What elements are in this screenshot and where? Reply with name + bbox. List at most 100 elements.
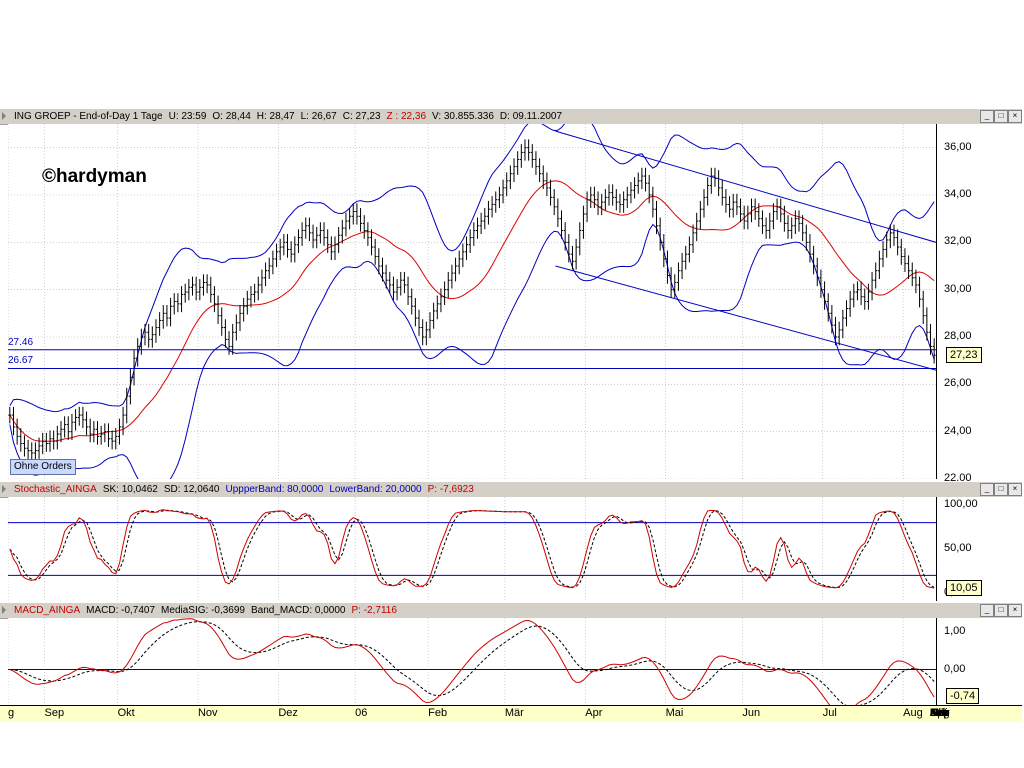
ohlc-bar xyxy=(768,212,772,239)
ohlc-bar xyxy=(560,210,564,239)
ohlc-bar xyxy=(786,215,790,239)
ohlc-bar xyxy=(311,224,315,249)
price-header-item-5: C: 27,23 xyxy=(342,111,381,122)
ohlc-bar xyxy=(169,297,173,327)
ohlc-bar xyxy=(764,217,768,239)
ohlc-bar xyxy=(881,241,885,268)
ohlc-bar xyxy=(468,229,472,253)
stoch-panel-header: Stochastic_AINGA SK: 10,0462 SD: 12,0640 Up… xyxy=(0,481,1022,498)
ohlc-bar xyxy=(165,305,169,327)
ohlc-bar xyxy=(823,281,827,310)
ohlc-bar xyxy=(581,205,585,239)
ohlc-bar xyxy=(519,144,523,168)
ohlc-bar xyxy=(728,196,732,218)
ohlc-bar xyxy=(804,224,808,251)
x-tick-label: Feb xyxy=(930,707,949,719)
ohlc-bar xyxy=(220,307,224,336)
ohlc-bar xyxy=(114,428,118,450)
ohlc-bar xyxy=(808,234,812,263)
macd-header-item-0: MACD_AINGA xyxy=(14,605,81,616)
ohlc-bar xyxy=(340,219,344,244)
ohlc-bar xyxy=(351,203,355,225)
ohlc-bar xyxy=(318,222,322,244)
x-tick-label: Mai xyxy=(665,707,684,719)
ohlc-bar xyxy=(125,387,129,424)
ohlc-bar xyxy=(322,222,326,246)
ohlc-bar xyxy=(249,286,253,308)
ohne-orders-button[interactable]: Ohne Orders xyxy=(10,459,76,475)
ohlc-bar xyxy=(658,217,662,251)
price-tick-label: 36,00 xyxy=(944,140,972,153)
maximize-button[interactable]: □ xyxy=(994,604,1008,617)
ohlc-bar xyxy=(117,418,121,445)
ohlc-bar xyxy=(428,312,432,339)
close-button[interactable]: × xyxy=(1008,110,1022,123)
ohlc-bar xyxy=(413,297,417,327)
ohlc-bar xyxy=(150,326,154,348)
macd-signal-line xyxy=(9,621,935,705)
ohlc-bar xyxy=(815,257,819,287)
minimize-button[interactable]: _ xyxy=(980,110,994,123)
ohlc-bar xyxy=(461,243,465,268)
maximize-button[interactable]: □ xyxy=(994,110,1008,123)
ohlc-bar xyxy=(527,139,531,161)
panel-arrow-icon xyxy=(2,606,6,614)
x-tick-label: Jun xyxy=(742,707,761,719)
minimize-button[interactable]: _ xyxy=(980,483,994,496)
macd-header-text: MACD_AINGA MACD: -0,7407 MediaSIG: -0,3699… xyxy=(14,604,408,617)
ohlc-bar xyxy=(450,264,454,289)
ohlc-bar xyxy=(307,217,311,242)
ohlc-bar xyxy=(742,205,746,230)
ohlc-bar xyxy=(702,189,706,218)
close-button[interactable]: × xyxy=(1008,604,1022,617)
ohlc-bar xyxy=(432,302,436,329)
ohlc-bar xyxy=(139,328,143,355)
macd-header-item-2: MediaSIG: -0,3699 xyxy=(161,605,245,616)
price-axis xyxy=(936,124,1023,479)
ohlc-bar xyxy=(720,179,724,206)
ohlc-bar xyxy=(33,442,37,462)
ohlc-bar xyxy=(903,248,907,272)
price-header-item-6: Z : 22,36 xyxy=(386,111,427,122)
ohlc-bar xyxy=(607,184,611,206)
ohlc-bar xyxy=(801,215,805,242)
x-tick-label: Nov xyxy=(930,707,950,719)
x-tick-label: g xyxy=(8,707,15,719)
price-tick-label: 26,00 xyxy=(944,377,972,390)
ohlc-bar xyxy=(216,295,220,324)
minimize-button[interactable]: _ xyxy=(980,604,994,617)
x-tick-label: Okt xyxy=(117,707,135,719)
price-header-item-2: O: 28,44 xyxy=(212,111,251,122)
ohlc-bar xyxy=(333,236,337,261)
ohlc-bar xyxy=(315,226,319,249)
stoch-plot[interactable] xyxy=(8,497,936,601)
ohlc-bar xyxy=(384,264,388,289)
macd-plot[interactable] xyxy=(8,618,936,705)
price-plot[interactable] xyxy=(8,124,936,479)
ohlc-bar xyxy=(866,283,870,310)
ohlc-bar xyxy=(136,338,140,367)
ohlc-bar xyxy=(337,226,341,253)
ohlc-bar xyxy=(775,198,779,220)
ohlc-bar xyxy=(698,200,702,230)
ohlc-bar xyxy=(88,418,92,443)
ohlc-bar xyxy=(695,212,699,242)
ohlc-bar xyxy=(870,271,874,301)
ohlc-bar xyxy=(797,210,801,232)
ohlc-bar xyxy=(362,215,366,239)
maximize-button[interactable]: □ xyxy=(994,483,1008,496)
close-button[interactable]: × xyxy=(1008,483,1022,496)
ohlc-bar xyxy=(735,193,739,216)
ohlc-bar xyxy=(176,293,180,313)
ohlc-bar xyxy=(388,271,392,294)
ohlc-bar xyxy=(30,442,34,462)
x-tick-label: Feb xyxy=(428,707,448,719)
ohlc-bar xyxy=(779,198,783,223)
ohlc-bar xyxy=(194,276,198,301)
ohlc-bar xyxy=(212,286,216,313)
ohlc-bar xyxy=(85,411,89,436)
ohlc-bar xyxy=(92,421,96,443)
ohlc-bar xyxy=(304,217,308,239)
ohlc-bar xyxy=(753,198,757,220)
ohlc-bar xyxy=(191,276,195,296)
